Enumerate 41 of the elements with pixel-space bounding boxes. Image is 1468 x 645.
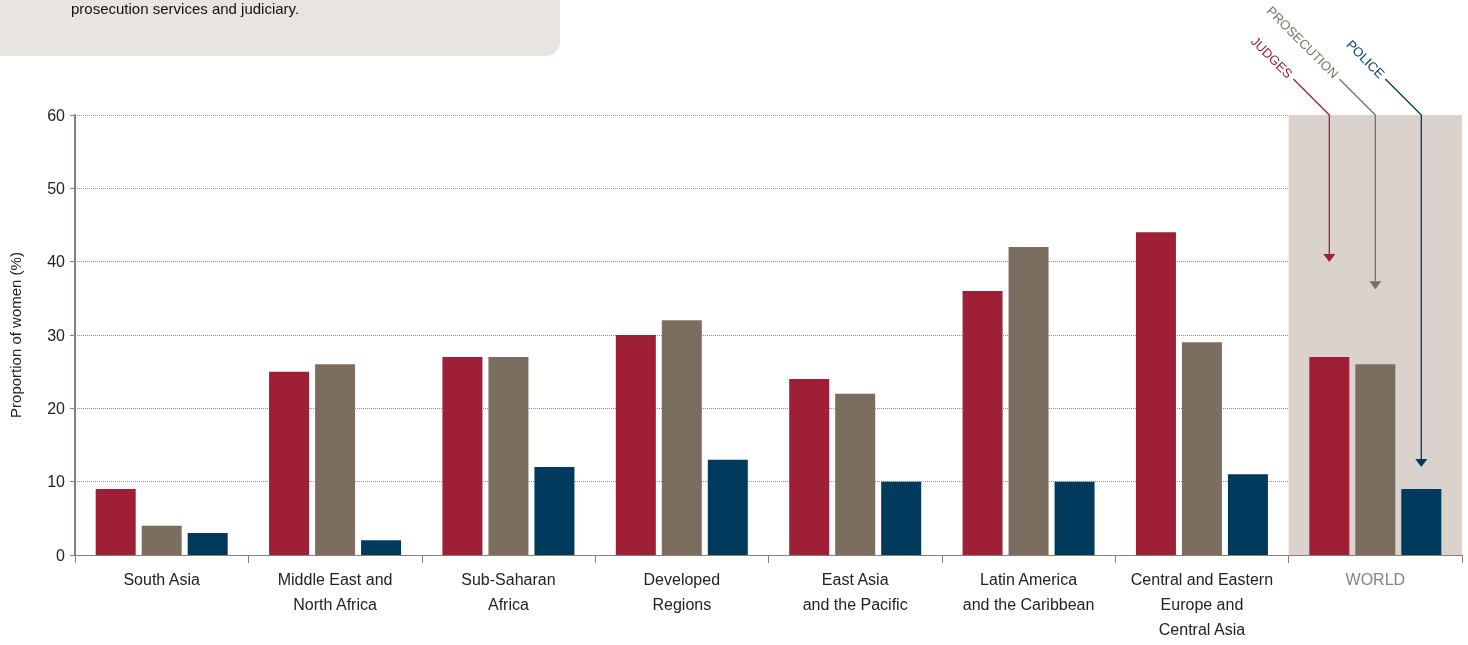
x-tick-label: Middle East and North Africa xyxy=(277,571,393,613)
y-axis-title: Proportion of women (%) xyxy=(7,252,24,418)
bar xyxy=(534,467,575,555)
y-tick-label: 60 xyxy=(47,106,66,124)
bar xyxy=(962,291,1003,555)
bar xyxy=(1135,232,1176,555)
bar xyxy=(1309,357,1350,555)
x-tick-label: Central and Eastern Europe and Central Asia xyxy=(1130,571,1274,638)
y-tick-label: 20 xyxy=(47,399,66,417)
bar xyxy=(488,357,529,555)
bar xyxy=(1054,481,1095,555)
y-tick-label: 10 xyxy=(47,473,66,491)
x-tick-label: East Asia and the Pacific xyxy=(802,571,908,613)
bar xyxy=(1227,474,1268,555)
bar xyxy=(95,489,136,555)
bar xyxy=(141,525,182,555)
x-tick-label: South Asia xyxy=(123,571,201,588)
y-tick-label: 50 xyxy=(47,179,66,197)
bar xyxy=(707,459,748,555)
bar xyxy=(1355,364,1396,555)
bar xyxy=(1401,489,1442,555)
bar xyxy=(835,393,876,555)
bar xyxy=(789,379,830,555)
bar xyxy=(661,320,702,555)
y-tick-label: 40 xyxy=(47,253,66,271)
bar xyxy=(269,371,310,555)
bar xyxy=(615,335,656,555)
bar xyxy=(442,357,483,555)
y-tick-label: 30 xyxy=(47,326,66,344)
bar xyxy=(187,533,228,555)
y-tick-label: 0 xyxy=(56,546,66,564)
x-tick-label: Latin America and the Caribbean xyxy=(962,571,1095,613)
bar xyxy=(361,540,402,555)
bar xyxy=(1008,247,1049,555)
x-tick-label: Developed Regions xyxy=(643,571,721,613)
x-tick-label: WORLD xyxy=(1345,571,1406,588)
bar xyxy=(1181,342,1222,555)
x-tick-label: Sub-Saharan Africa xyxy=(461,571,556,613)
bar xyxy=(881,481,922,555)
bar xyxy=(315,364,356,555)
text: prosecution services and judiciary. xyxy=(0,0,560,56)
